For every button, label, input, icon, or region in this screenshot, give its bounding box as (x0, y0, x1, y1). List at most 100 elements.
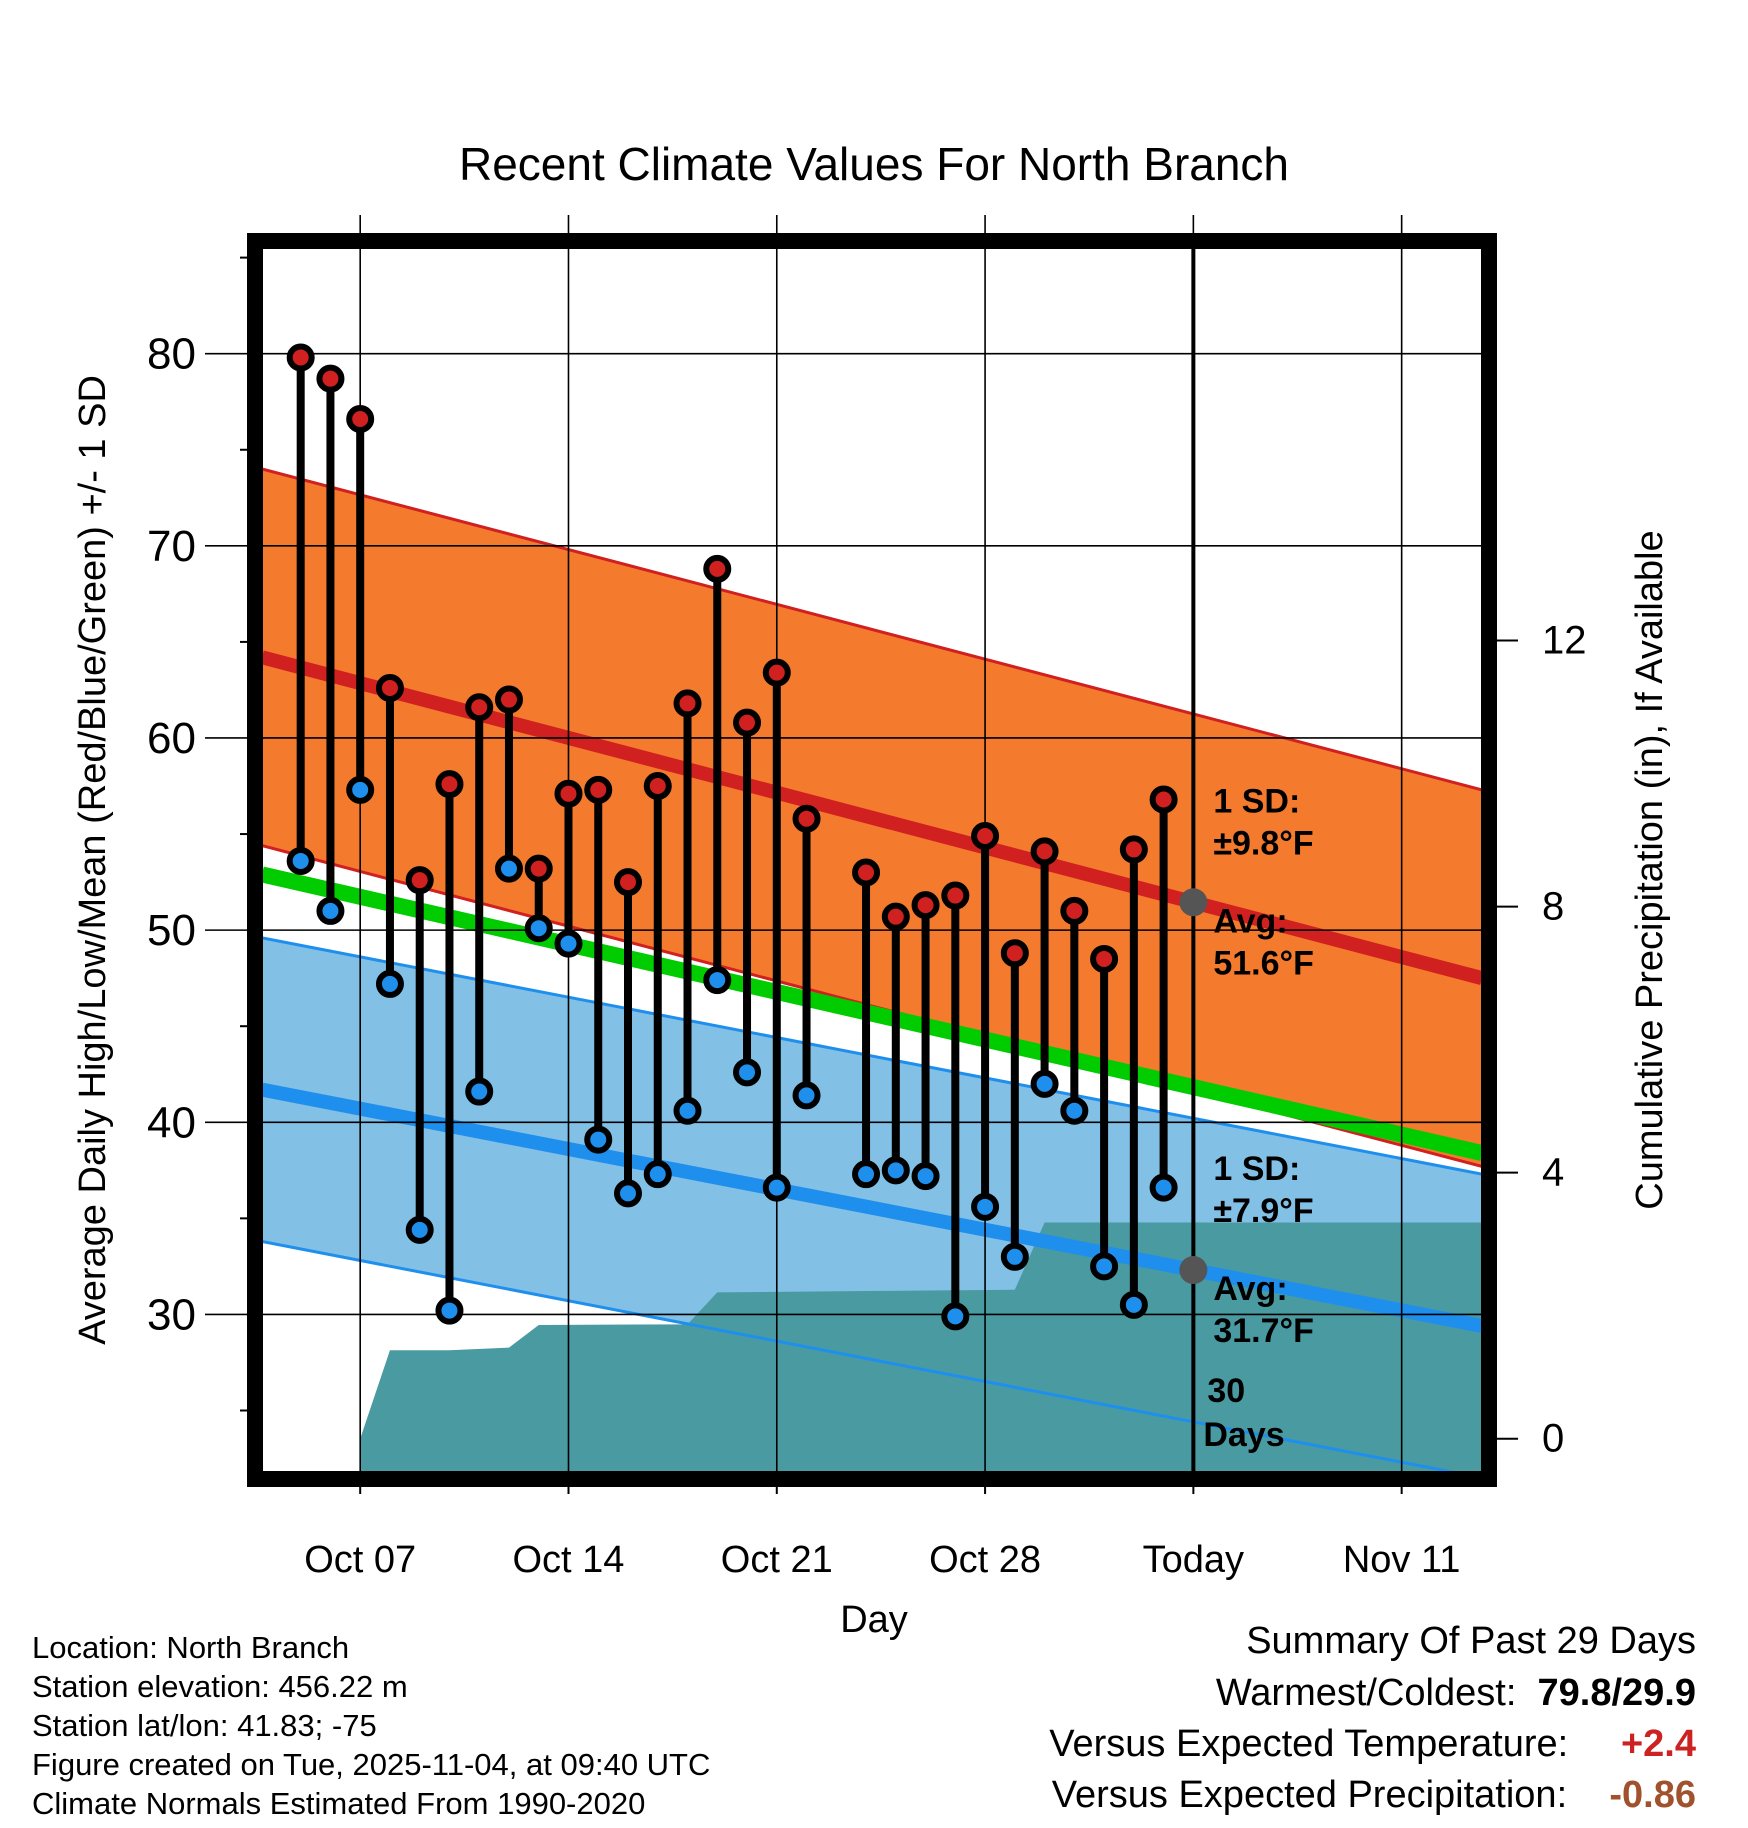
daily-high-point (852, 858, 881, 887)
x-tick-label: Today (1143, 1539, 1244, 1581)
daily-observation (703, 554, 732, 995)
y-tick-label-right: 4 (1542, 1151, 1564, 1195)
low-sd-upper-line (262, 936, 1482, 1176)
daily-observation (792, 804, 821, 1110)
daily-low-point (911, 1162, 940, 1191)
daily-low-point (286, 846, 315, 875)
daily-low-point (881, 1156, 910, 1185)
daily-observation (494, 685, 523, 883)
daily-high-point (762, 658, 791, 687)
daily-observation (971, 821, 1000, 1221)
y-tick-label-left: 70 (147, 522, 196, 571)
daily-high-point (375, 674, 404, 703)
high-avg-label: Avg: (1213, 902, 1287, 940)
daily-observation (346, 405, 375, 804)
daily-high-point (881, 902, 910, 931)
chart-title: Recent Climate Values For North Branch (459, 138, 1289, 190)
daily-low-point (1030, 1069, 1059, 1098)
daily-low-point (733, 1058, 762, 1087)
daily-low-point (762, 1173, 791, 1202)
daily-high-point (554, 779, 583, 808)
daily-low-point (1119, 1290, 1148, 1319)
daily-high-point (1149, 785, 1178, 814)
daily-high-point (286, 343, 315, 372)
daily-low-point (1060, 1096, 1089, 1125)
daily-high-point (792, 804, 821, 833)
summary-warm-cold-label: Warmest/Coldest: (1215, 1672, 1517, 1714)
daily-high-point (1119, 835, 1148, 864)
daily-high-point (643, 772, 672, 801)
daily-high-point (494, 685, 523, 714)
daily-observation (1090, 944, 1119, 1281)
summary-temp-label: Versus Expected Temperature: (1049, 1723, 1569, 1765)
daily-observation (673, 689, 702, 1125)
daily-high-point (703, 554, 732, 583)
low-sd-label: 1 SD: (1213, 1150, 1300, 1188)
daily-high-point (971, 821, 1000, 850)
daily-low-point (673, 1096, 702, 1125)
daily-low-point (465, 1077, 494, 1106)
daily-low-point (346, 775, 375, 804)
y-axis-right-ticks: 0 4 8 12 (1497, 618, 1587, 1461)
daily-high-point (1030, 837, 1059, 866)
daily-observation (524, 854, 553, 943)
daily-high-point (941, 881, 970, 910)
x-tick-label: Oct 28 (929, 1539, 1041, 1581)
daily-observations (286, 343, 1178, 1331)
daily-low-point (614, 1179, 642, 1208)
daily-low-point (971, 1192, 1000, 1221)
daily-observation (852, 858, 881, 1189)
daily-observation (1149, 785, 1178, 1202)
high-sd-upper-line (262, 467, 1482, 792)
daily-low-point (435, 1296, 464, 1325)
window-days-unit: Days (1203, 1416, 1284, 1454)
low-normal-line (262, 1082, 1482, 1333)
daily-low-point (1090, 1252, 1119, 1281)
high-annotation: 1 SD: ±9.8°F Avg: 51.6°F 1 SD: ±7.9°F Av… (1213, 782, 1314, 1350)
summary-temp: Versus Expected Temperature: +2.4 (1049, 1723, 1696, 1766)
x-tick-label: Oct 07 (304, 1539, 416, 1581)
daily-low-point (405, 1215, 434, 1244)
y-tick-label-right: 8 (1542, 885, 1564, 929)
info-normals: Climate Normals Estimated From 1990-2020 (32, 1786, 646, 1821)
low-sd-value: ±7.9°F (1213, 1192, 1313, 1230)
summary-precip-value: -0.86 (1609, 1774, 1696, 1816)
daily-observation (316, 364, 345, 925)
daily-observation (762, 658, 791, 1202)
summary-warm-cold: Warmest/Coldest: 79.8/29.9 (1216, 1672, 1696, 1715)
low-avg-value: 31.7°F (1213, 1312, 1314, 1350)
y-tick-label-left: 30 (147, 1290, 196, 1339)
daily-observation (614, 868, 642, 1208)
y-axis-left-ticks: 30 40 50 60 70 80 (147, 256, 248, 1412)
daily-low-point (643, 1160, 672, 1189)
daily-observation (554, 779, 583, 958)
info-latlon: Station lat/lon: 41.83; -75 (32, 1708, 377, 1743)
daily-high-point (1060, 896, 1089, 925)
daily-observation (941, 881, 970, 1331)
daily-low-point (524, 914, 553, 943)
daily-observation (911, 891, 940, 1191)
daily-observation (643, 772, 672, 1189)
daily-low-point (494, 854, 523, 883)
daily-low-point (792, 1081, 821, 1110)
low-avg-label: Avg: (1213, 1270, 1287, 1308)
daily-low-point (852, 1160, 881, 1189)
precip-area (360, 1222, 1482, 1472)
daily-high-point (405, 866, 434, 895)
daily-low-point (1149, 1173, 1178, 1202)
daily-observation (1060, 896, 1089, 1125)
daily-observation (733, 708, 762, 1087)
low-sd-lower-line (262, 1239, 1461, 1472)
daily-low-point (584, 1125, 613, 1154)
x-axis-label: Day (840, 1599, 908, 1641)
daily-low-point (941, 1302, 970, 1331)
today-high-avg-marker (1179, 888, 1208, 917)
daily-observation (881, 902, 910, 1185)
y-tick-label-right: 0 (1542, 1417, 1564, 1461)
daily-high-point (346, 405, 375, 434)
daily-high-point (524, 854, 553, 883)
daily-observation (1000, 939, 1029, 1271)
mean-normal-line (262, 866, 1482, 1161)
daily-high-point (1090, 944, 1119, 973)
